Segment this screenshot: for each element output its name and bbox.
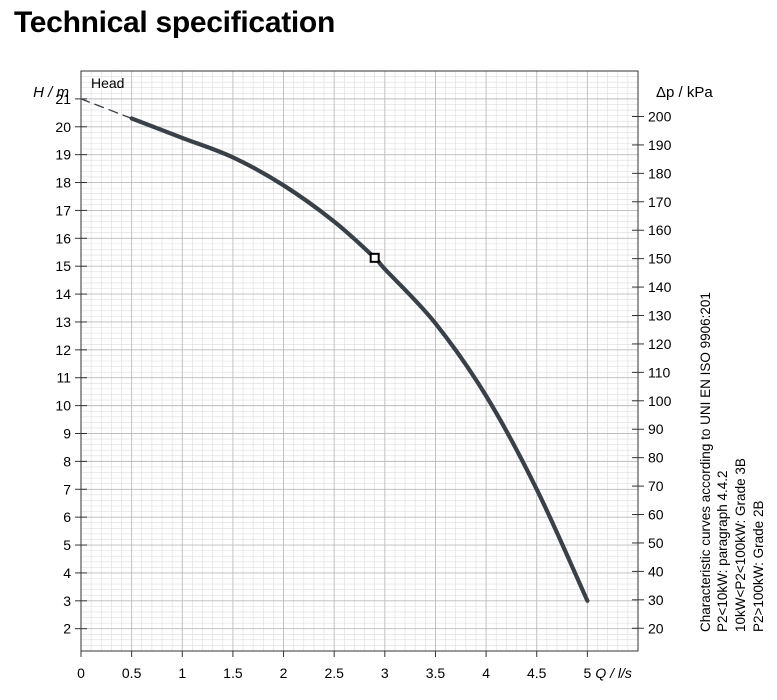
x-tick-label: 4.5 bbox=[527, 665, 547, 681]
y-tick-label: 9 bbox=[63, 426, 71, 442]
y-tick-label: 16 bbox=[55, 230, 71, 246]
y-tick-label: 20 bbox=[55, 119, 71, 135]
y-tick-label: 2 bbox=[63, 621, 71, 637]
page-title: Technical specification bbox=[14, 6, 335, 39]
y-tick-label: 12 bbox=[55, 342, 71, 358]
x-tick-label: 5 bbox=[583, 665, 591, 681]
y-tick-label: 14 bbox=[55, 286, 71, 302]
minor-grid bbox=[80, 70, 639, 652]
x-tick-label: 3.5 bbox=[426, 665, 446, 681]
y2-tick-label: 100 bbox=[648, 393, 672, 409]
y2-tick-label: 130 bbox=[648, 308, 672, 324]
x-tick-label: 1.5 bbox=[223, 665, 243, 681]
y2-tick-label: 180 bbox=[648, 165, 672, 181]
y-tick-label: 15 bbox=[55, 258, 71, 274]
y-tick-label: 18 bbox=[55, 175, 71, 191]
notes-block: Characteristic curves according to UNI E… bbox=[698, 292, 766, 632]
note-line: P2<10kW: paragraph 4.4.2 bbox=[715, 471, 730, 633]
x-tick-label: 4 bbox=[482, 665, 490, 681]
y2-tick-label: 200 bbox=[648, 108, 672, 124]
y2-tick-label: 160 bbox=[648, 222, 672, 238]
y-tick-label: 7 bbox=[63, 481, 71, 497]
y-tick-label: 5 bbox=[63, 537, 71, 553]
axis-labels: 0 0.5 1 1.5 2 2.5 3 3.5 4 4.5 5 2 3 4 5 6 7 8 9 10 11 12 13 14 1… bbox=[33, 75, 713, 681]
x-tick-label: 0.5 bbox=[122, 665, 142, 681]
y2-tick-label: 120 bbox=[648, 336, 672, 352]
duty-point-marker bbox=[369, 252, 380, 263]
y-tick-label: 3 bbox=[63, 593, 71, 609]
y2-tick-label: 60 bbox=[648, 507, 664, 523]
y-tick-label: 21 bbox=[55, 91, 71, 107]
y2-tick-label: 190 bbox=[648, 137, 672, 153]
x-tick-label: 0 bbox=[77, 665, 85, 681]
y2-tick-label: 30 bbox=[648, 592, 664, 608]
y-tick-label: 10 bbox=[55, 398, 71, 414]
y2-tick-label: 80 bbox=[648, 450, 664, 466]
note-line: P2>100kW: Grade 2B bbox=[751, 501, 766, 632]
y-axis-label: H / m bbox=[33, 84, 69, 101]
y2-axis-label: Δp / kPa bbox=[656, 84, 713, 101]
y-tick-label: 6 bbox=[63, 509, 71, 525]
y-tick-label: 17 bbox=[55, 202, 71, 218]
y2-tick-label: 110 bbox=[648, 364, 671, 380]
x-tick-label: 1 bbox=[178, 665, 186, 681]
x-tick-label: 2.5 bbox=[324, 665, 344, 681]
y2-tick-label: 40 bbox=[648, 563, 664, 579]
y-tick-label: 11 bbox=[56, 370, 71, 386]
y2-tick-label: 150 bbox=[648, 251, 672, 267]
y2-tick-label: 70 bbox=[648, 478, 664, 494]
y2-tick-label: 20 bbox=[648, 620, 664, 636]
plot-area-frame bbox=[80, 70, 639, 652]
y2-tick-label: 90 bbox=[648, 421, 664, 437]
head-curve-extrapolated bbox=[80, 98, 133, 120]
chart-title: Head bbox=[91, 75, 124, 91]
x-tick-label: 3 bbox=[381, 665, 389, 681]
major-grid bbox=[81, 71, 638, 651]
axis-ticks bbox=[75, 98, 644, 657]
x-axis-label: Q / l/s bbox=[595, 665, 632, 681]
y-tick-label: 13 bbox=[55, 314, 71, 330]
y-tick-label: 19 bbox=[55, 147, 71, 163]
y2-tick-label: 170 bbox=[648, 194, 672, 210]
y2-tick-label: 50 bbox=[648, 535, 664, 551]
y-tick-label: 4 bbox=[63, 565, 71, 581]
y2-tick-label: 140 bbox=[648, 279, 672, 295]
note-line: Characteristic curves according to UNI E… bbox=[698, 292, 713, 632]
markers-layer bbox=[369, 252, 380, 263]
y-tick-label: 8 bbox=[63, 453, 71, 469]
x-tick-label: 2 bbox=[280, 665, 288, 681]
note-line: 10kW<P2<100kW: Grade 3B bbox=[733, 458, 748, 632]
